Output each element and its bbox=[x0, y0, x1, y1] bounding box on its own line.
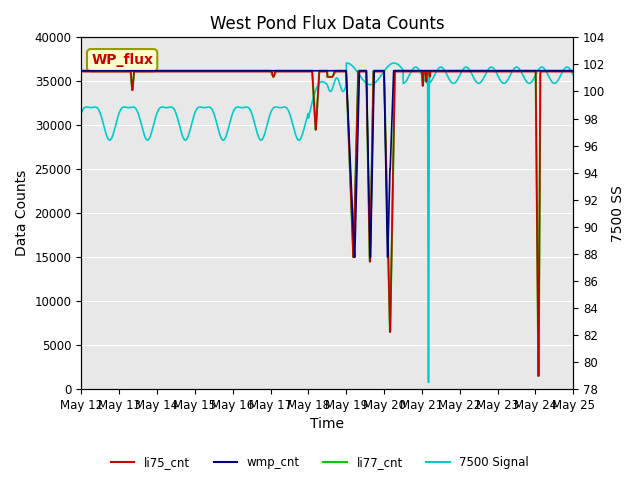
Y-axis label: Data Counts: Data Counts bbox=[15, 170, 29, 256]
Legend: li75_cnt, wmp_cnt, li77_cnt, 7500 Signal: li75_cnt, wmp_cnt, li77_cnt, 7500 Signal bbox=[106, 452, 534, 474]
Title: West Pond Flux Data Counts: West Pond Flux Data Counts bbox=[210, 15, 445, 33]
Y-axis label: 7500 SS: 7500 SS bbox=[611, 185, 625, 241]
Text: WP_flux: WP_flux bbox=[91, 53, 153, 67]
X-axis label: Time: Time bbox=[310, 418, 344, 432]
